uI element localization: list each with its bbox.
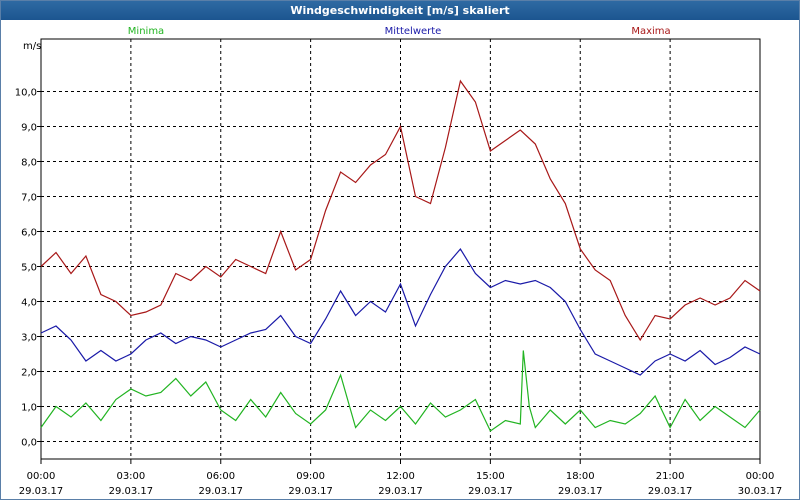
y-tick-label: 7,0	[21, 193, 37, 204]
x-tick-date: 29.03.17	[288, 486, 333, 497]
x-tick-date: 29.03.17	[468, 486, 513, 497]
x-tick-time: 00:00	[27, 471, 56, 482]
x-tick-time: 03:00	[116, 471, 145, 482]
y-tick-label: 3,0	[21, 333, 37, 344]
y-tick-label: 5,0	[21, 263, 37, 274]
series-line-min	[40, 350, 761, 432]
series-line-mean	[40, 247, 761, 376]
y-tick-label: 0,0	[21, 438, 37, 449]
x-tick-date: 29.03.17	[19, 486, 64, 497]
y-tick-label: 1,0	[21, 403, 37, 414]
x-tick-time: 18:00	[566, 471, 595, 482]
x-tick-date: 29.03.17	[109, 486, 154, 497]
series-line-max	[40, 79, 761, 342]
window-title: Windgeschwindigkeit [m/s] skaliert	[1, 1, 799, 20]
x-tick-time: 06:00	[206, 471, 235, 482]
y-tick-label: 8,0	[21, 158, 37, 169]
y-tick-label: 9,0	[21, 123, 37, 134]
y-axis-label: m/s	[23, 41, 41, 52]
x-tick-time: 09:00	[296, 471, 325, 482]
x-tick-date: 29.03.17	[558, 486, 603, 497]
x-tick-date: 30.03.17	[738, 486, 783, 497]
legend-maxima: Maxima	[631, 26, 670, 37]
x-tick-time: 12:00	[386, 471, 415, 482]
legend-minima: Minima	[128, 26, 164, 37]
x-tick-time: 15:00	[476, 471, 505, 482]
x-tick-date: 29.03.17	[198, 486, 243, 497]
x-tick-date: 29.03.17	[648, 486, 693, 497]
y-tick-label: 6,0	[21, 228, 37, 239]
y-tick-label: 10,0	[15, 88, 37, 99]
x-tick-time: 00:00	[746, 471, 775, 482]
x-tick-time: 21:00	[656, 471, 685, 482]
y-tick-label: 4,0	[21, 298, 37, 309]
x-tick-date: 29.03.17	[378, 486, 423, 497]
legend-mittelwerte: Mittelwerte	[385, 26, 442, 37]
y-tick-label: 2,0	[21, 368, 37, 379]
